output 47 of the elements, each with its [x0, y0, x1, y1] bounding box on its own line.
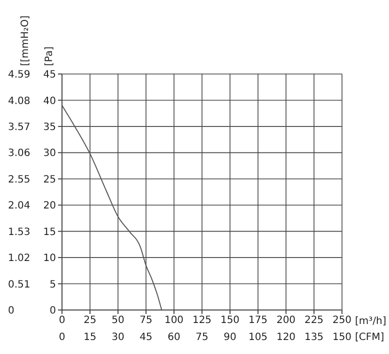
- y2-tick-label: 3.06: [8, 148, 30, 160]
- y2-tick-label: 4.59: [8, 70, 30, 81]
- x-tick-label: 125: [192, 315, 212, 326]
- x2-tick-label: 90: [224, 332, 236, 343]
- y2-tick-label: 4.08: [8, 96, 30, 107]
- y2-axis-title: [[mmH₂O]: [20, 15, 31, 66]
- y-tick-label: 15: [43, 226, 56, 238]
- x2-tick-label: 0: [58, 332, 66, 343]
- x-tick-label: 200: [276, 315, 296, 326]
- x-tick-label: 50: [112, 315, 124, 326]
- y-tick-label: 25: [43, 174, 56, 186]
- x-tick-label: 0: [58, 315, 66, 326]
- y-tick-label: 5: [50, 279, 56, 290]
- y2-tick-label: 2.55: [8, 174, 30, 186]
- y2-tick-label: 1.02: [8, 253, 30, 264]
- x-tick-label: 75: [140, 315, 152, 326]
- x2-tick-label: 45: [140, 332, 152, 343]
- x-tick-label: 25: [84, 315, 96, 326]
- y-tick-label: 40: [43, 96, 56, 107]
- y-tick-label: 45: [43, 70, 56, 81]
- y-tick-label: 30: [43, 148, 56, 160]
- x2-tick-label: 15: [84, 332, 96, 343]
- x-tick-label: 175: [248, 315, 268, 326]
- x2-tick-label: 120: [276, 332, 296, 343]
- y2-tick-label: 1.53: [8, 226, 30, 238]
- x2-tick-label: 105: [248, 332, 268, 343]
- x2-tick-label: 150: [332, 332, 352, 343]
- x2-tick-label: 30: [112, 332, 124, 343]
- y2-tick-label: 0.51: [8, 279, 30, 290]
- y-tick-label: 10: [43, 253, 56, 264]
- x2-axis-title: [CFM]: [355, 332, 384, 343]
- x-tick-label: 150: [220, 315, 240, 326]
- y2-tick-label: 2.04: [8, 200, 30, 212]
- x-axis-title: [m³/h]: [355, 316, 386, 327]
- x-tick-label: 100: [164, 315, 184, 326]
- y2-tick-label: 3.57: [8, 122, 30, 133]
- line-series: [62, 104, 162, 310]
- x-tick-label: 250: [332, 315, 352, 326]
- x2-tick-label: 135: [304, 332, 324, 343]
- x2-tick-label: 75: [196, 332, 208, 343]
- y-tick-label: 0: [50, 306, 56, 317]
- y2-tick-label: 0: [8, 306, 14, 317]
- y-tick-label: 35: [43, 122, 56, 133]
- y-tick-label: 20: [43, 200, 56, 212]
- y-axis-title: [Pa]: [44, 46, 55, 66]
- x-tick-label: 225: [304, 315, 324, 326]
- x2-tick-label: 60: [168, 332, 180, 343]
